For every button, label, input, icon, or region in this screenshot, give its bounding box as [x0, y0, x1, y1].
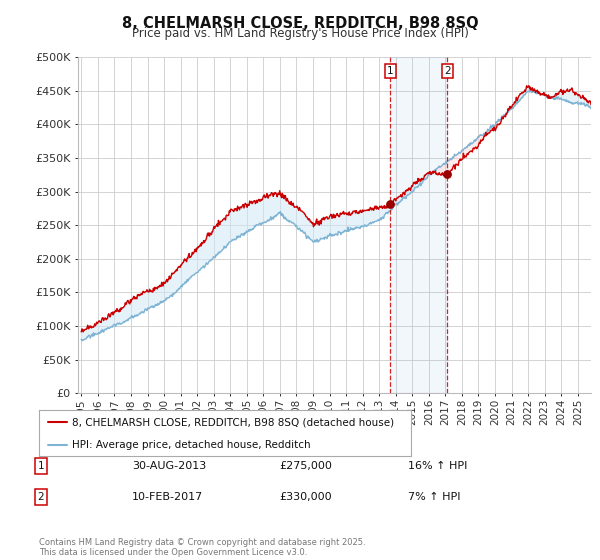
Text: 16% ↑ HPI: 16% ↑ HPI — [408, 461, 467, 471]
Point — [443, 169, 452, 178]
Text: 30-AUG-2013: 30-AUG-2013 — [132, 461, 206, 471]
Text: 1: 1 — [37, 461, 44, 471]
Text: £330,000: £330,000 — [279, 492, 332, 502]
Text: 2: 2 — [37, 492, 44, 502]
Text: Contains HM Land Registry data © Crown copyright and database right 2025.
This d: Contains HM Land Registry data © Crown c… — [39, 538, 365, 557]
Text: 8, CHELMARSH CLOSE, REDDITCH, B98 8SQ: 8, CHELMARSH CLOSE, REDDITCH, B98 8SQ — [122, 16, 478, 31]
Text: 1: 1 — [387, 66, 394, 76]
Text: HPI: Average price, detached house, Redditch: HPI: Average price, detached house, Redd… — [73, 440, 311, 450]
Text: Price paid vs. HM Land Registry's House Price Index (HPI): Price paid vs. HM Land Registry's House … — [131, 27, 469, 40]
Text: 8, CHELMARSH CLOSE, REDDITCH, B98 8SQ (detached house): 8, CHELMARSH CLOSE, REDDITCH, B98 8SQ (d… — [73, 418, 395, 428]
Text: 10-FEB-2017: 10-FEB-2017 — [132, 492, 203, 502]
Text: 2: 2 — [444, 66, 451, 76]
Text: 7% ↑ HPI: 7% ↑ HPI — [408, 492, 461, 502]
Point — [385, 200, 395, 209]
Text: £275,000: £275,000 — [279, 461, 332, 471]
Bar — [390, 57, 448, 393]
